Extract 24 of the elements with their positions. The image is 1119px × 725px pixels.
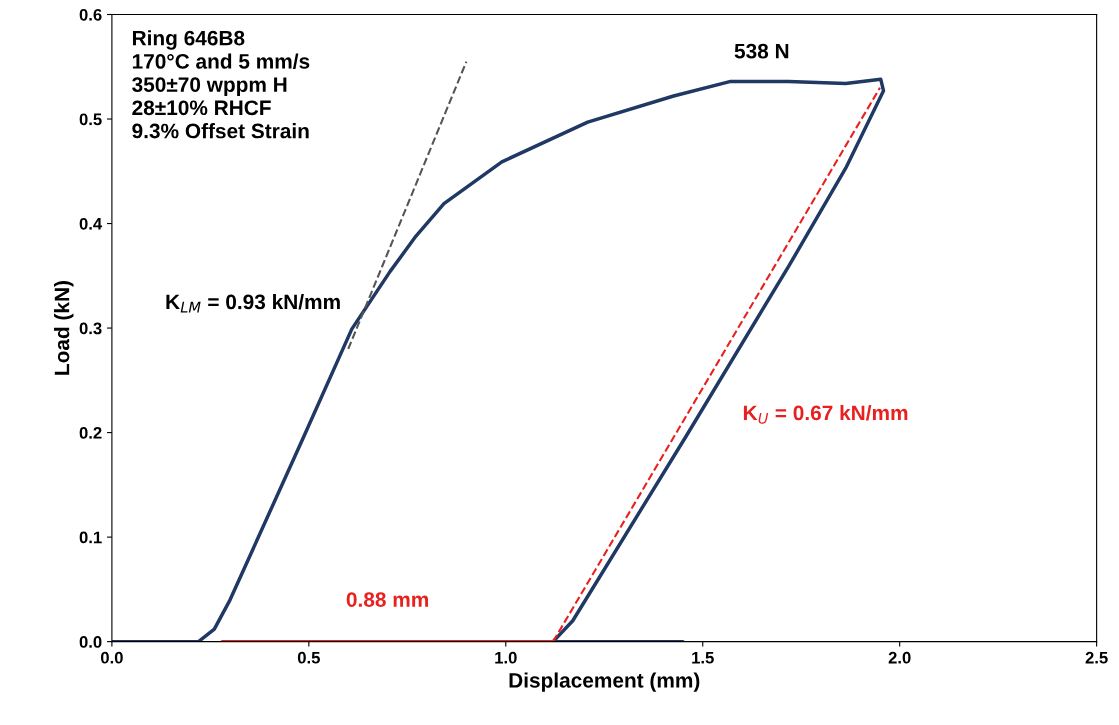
y-tick-label: 0.4 bbox=[79, 217, 103, 230]
x-axis-title: Displacement (mm) bbox=[509, 672, 700, 692]
x-tick-label: 0.0 bbox=[100, 651, 123, 664]
x-tick-label: 1.5 bbox=[692, 651, 714, 664]
y-tick-label: 0.5 bbox=[79, 113, 102, 126]
annotation: 170°C and 5 mm/s bbox=[132, 53, 310, 69]
x-tick-label: 2.0 bbox=[888, 651, 911, 664]
annotation: K$_{U}$ = 0.67 kN/mm bbox=[743, 404, 908, 424]
annotation: 538 N bbox=[734, 43, 789, 59]
annotation: 350±70 wppm H bbox=[132, 77, 287, 97]
x-tick-label: 0.5 bbox=[297, 651, 320, 664]
y-tick-label: 0.0 bbox=[79, 636, 102, 648]
y-tick-label: 0.6 bbox=[79, 8, 102, 21]
y-tick-label: 0.2 bbox=[79, 426, 102, 439]
annotation: Ring 646B8 bbox=[132, 30, 245, 50]
annotation: K$_{LM}$ = 0.93 kN/mm bbox=[166, 293, 340, 313]
y-tick-label: 0.1 bbox=[79, 531, 102, 544]
y-axis-title: Load (kN) bbox=[54, 281, 74, 375]
x-tick-label: 2.5 bbox=[1085, 651, 1108, 664]
x-tick-label: 1.0 bbox=[495, 651, 517, 664]
annotation: 28±10% RHCF bbox=[132, 100, 271, 116]
y-tick-label: 0.3 bbox=[79, 322, 102, 335]
annotation: 9.3% Offset Strain bbox=[132, 123, 309, 139]
annotation: 0.88 mm bbox=[346, 592, 429, 607]
